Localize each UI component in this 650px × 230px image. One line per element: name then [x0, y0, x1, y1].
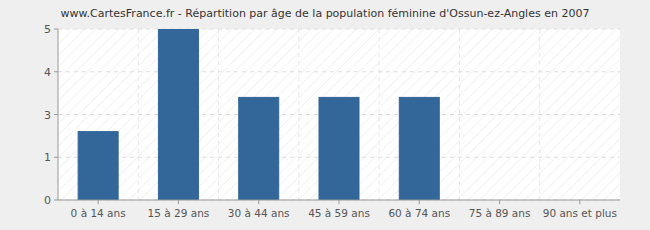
x-tick: [579, 200, 580, 204]
tick-mark: [54, 114, 58, 115]
y-tick-label: 1: [44, 151, 51, 164]
title: www.CartesFrance.fr - Répartition par âg…: [61, 7, 590, 20]
bar: [399, 97, 439, 200]
v-grid-line: [379, 29, 380, 200]
tick-mark: [54, 200, 58, 201]
tick-mark: [54, 71, 58, 72]
bar: [319, 97, 359, 200]
y-tick-label: 5: [44, 23, 51, 36]
grid-line: [58, 29, 620, 30]
v-grid-line: [138, 29, 139, 200]
tick-mark: [54, 157, 58, 158]
bar: [158, 29, 198, 200]
x-tick-label: 75 à 89 ans: [469, 207, 531, 219]
x-tick-label: 15 à 29 ans: [148, 207, 210, 219]
x-tick-label: 0 à 14 ans: [71, 207, 126, 219]
x-tick: [258, 200, 259, 204]
bar: [239, 97, 279, 200]
v-grid-line: [298, 29, 299, 200]
x-tick: [178, 200, 179, 204]
x-tick: [98, 200, 99, 204]
chart-container: www.CartesFrance.fr - Répartition par âg…: [0, 0, 650, 230]
grid-line: [58, 71, 620, 72]
x-tick-label: 90 ans et plus: [543, 207, 617, 219]
bars: [78, 29, 439, 200]
y-axis: [58, 29, 59, 200]
y-tick-label: 3: [44, 109, 51, 122]
bar: [78, 132, 118, 200]
plot-area: [58, 29, 620, 200]
v-grid-line: [218, 29, 219, 200]
x-tick-label: 30 à 44 ans: [228, 207, 290, 219]
v-grid-line: [539, 29, 540, 200]
y-tick-label: 0: [44, 194, 51, 207]
x-tick: [339, 200, 340, 204]
x-tick: [419, 200, 420, 204]
chart-svg: www.CartesFrance.fr - Répartition par âg…: [0, 0, 650, 230]
v-grid-line: [459, 29, 460, 200]
y-tick-label: 4: [44, 66, 51, 79]
x-tick-label: 60 à 74 ans: [388, 207, 450, 219]
x-tick: [499, 200, 500, 204]
x-tick-label: 45 à 59 ans: [308, 207, 370, 219]
tick-mark: [54, 29, 58, 30]
